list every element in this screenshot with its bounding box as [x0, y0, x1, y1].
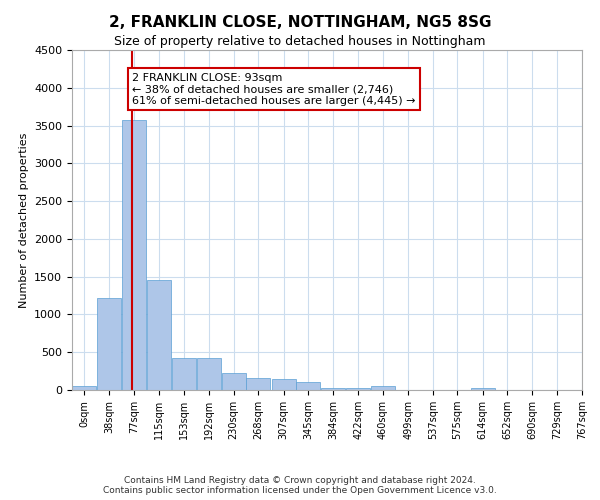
Bar	[272, 380, 296, 390]
Bar	[471, 388, 495, 390]
Bar	[197, 358, 221, 390]
Y-axis label: Number of detached properties: Number of detached properties	[19, 132, 29, 308]
Text: Size of property relative to detached houses in Nottingham: Size of property relative to detached ho…	[114, 35, 486, 48]
Bar	[147, 280, 171, 390]
Text: 2, FRANKLIN CLOSE, NOTTINGHAM, NG5 8SG: 2, FRANKLIN CLOSE, NOTTINGHAM, NG5 8SG	[109, 15, 491, 30]
Bar	[371, 386, 395, 390]
Bar	[346, 388, 370, 390]
Bar	[246, 378, 270, 390]
Text: Contains HM Land Registry data © Crown copyright and database right 2024.
Contai: Contains HM Land Registry data © Crown c…	[103, 476, 497, 495]
Bar	[73, 386, 97, 390]
Bar	[172, 358, 196, 390]
Bar	[322, 388, 346, 390]
Bar	[296, 382, 320, 390]
Bar	[97, 298, 121, 390]
Bar	[122, 120, 146, 390]
Bar	[221, 372, 245, 390]
Text: 2 FRANKLIN CLOSE: 93sqm
← 38% of detached houses are smaller (2,746)
61% of semi: 2 FRANKLIN CLOSE: 93sqm ← 38% of detache…	[133, 72, 416, 106]
